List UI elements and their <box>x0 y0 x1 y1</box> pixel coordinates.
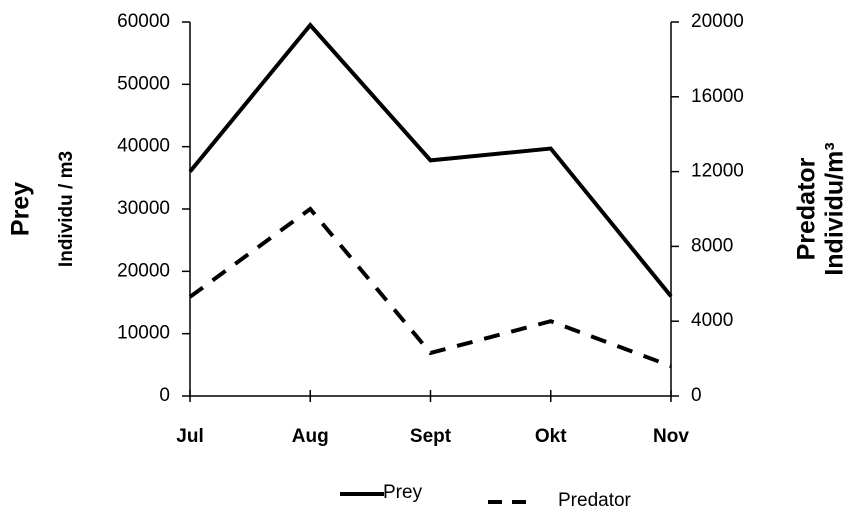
legend-label: Predator <box>558 490 632 511</box>
y2-axis-subtitle: Individu/m³ <box>821 142 849 275</box>
x-tick-label: Okt <box>535 426 567 447</box>
y-tick-label: 40000 <box>117 136 170 157</box>
y-axis-title: Prey <box>7 182 35 236</box>
x-tick-label: Jul <box>176 426 203 447</box>
y-tick-label: 20000 <box>117 260 170 281</box>
x-tick-label: Sept <box>410 426 452 447</box>
y-tick-label: 60000 <box>117 11 170 32</box>
y-tick-label: 30000 <box>117 198 170 219</box>
y2-tick-label: 4000 <box>691 310 733 331</box>
y2-tick-label: 0 <box>691 385 702 406</box>
y2-axis-title: Predator <box>793 157 821 260</box>
series-line <box>188 22 673 298</box>
y-axis-subtitle: Individu / m3 <box>56 151 77 267</box>
series-line <box>188 206 672 368</box>
y2-tick-label: 20000 <box>691 11 744 32</box>
y2-tick-label: 12000 <box>691 161 744 182</box>
y2-tick-label: 16000 <box>691 86 744 107</box>
y-tick-label: 10000 <box>117 323 170 344</box>
x-tick-label: Nov <box>653 426 689 447</box>
y-tick-label: 50000 <box>117 73 170 94</box>
x-tick-label: Aug <box>292 426 329 447</box>
legend-label: Prey <box>383 482 423 503</box>
y2-tick-label: 8000 <box>691 235 733 256</box>
y-tick-label: 0 <box>159 385 170 406</box>
